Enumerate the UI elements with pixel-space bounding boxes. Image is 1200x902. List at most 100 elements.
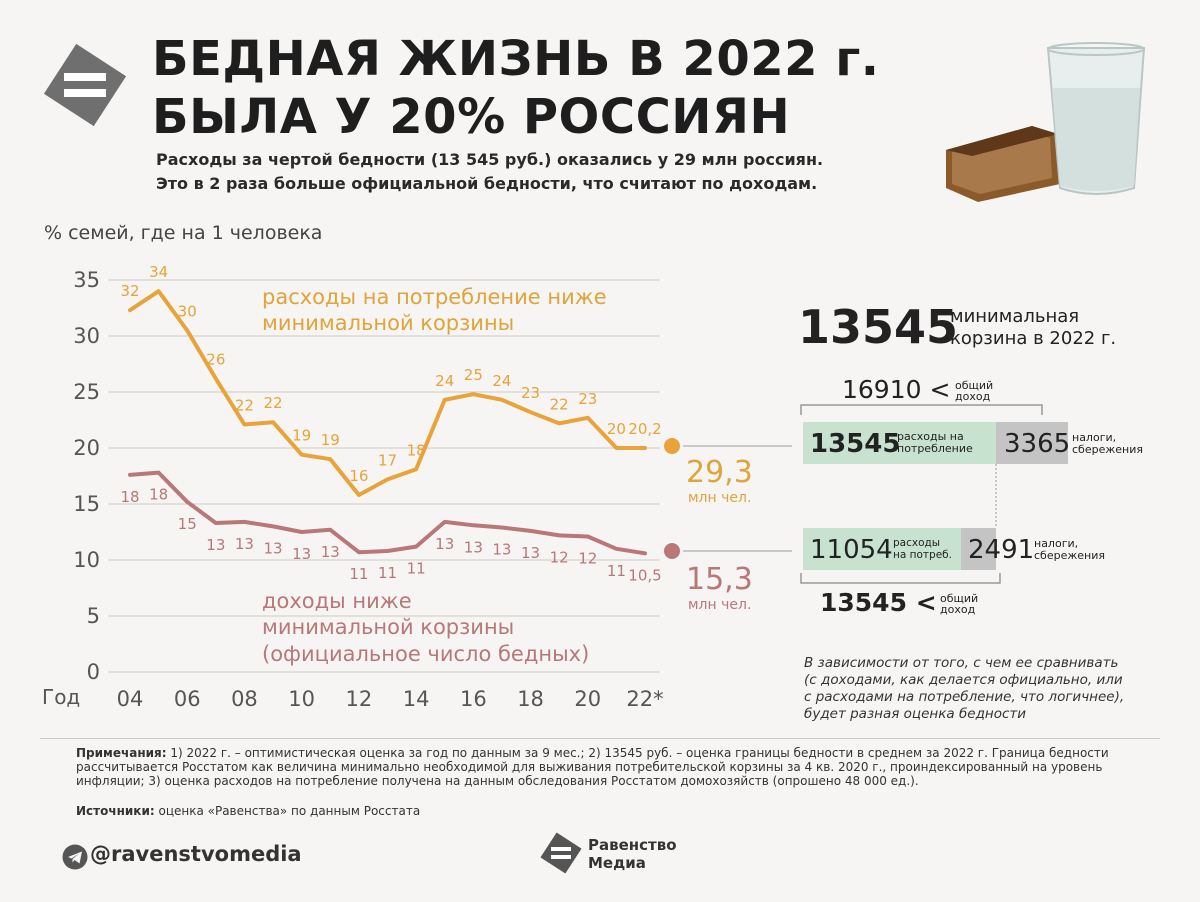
explanation-line-3: с расходами на потребление, что логичнее… bbox=[804, 689, 1125, 705]
data-label: 20 bbox=[607, 420, 626, 438]
x-tick-label: 16 bbox=[460, 687, 487, 711]
data-label: 15 bbox=[178, 515, 197, 533]
x-tick-label: 18 bbox=[517, 687, 544, 711]
data-label: 18 bbox=[407, 441, 426, 459]
x-tick-label: 08 bbox=[231, 687, 258, 711]
data-label: 18 bbox=[120, 488, 139, 506]
basket-caption: минимальная корзина в 2022 г. bbox=[950, 306, 1116, 350]
x-tick-label: 22* bbox=[626, 687, 663, 711]
bottom-total-label: общий доход bbox=[940, 593, 978, 615]
data-label: 13 bbox=[292, 545, 311, 563]
subtitle-line-1: Расходы за чертой бедности (13 545 руб.)… bbox=[156, 150, 824, 169]
social-handle-link[interactable]: @ravenstvomedia bbox=[90, 842, 302, 866]
series-income-name-3: (официальное число бедных) bbox=[262, 642, 589, 666]
y-axis-label: % семей, где на 1 человека bbox=[44, 222, 323, 244]
end-markers bbox=[664, 438, 680, 559]
x-tick-label: 20 bbox=[574, 687, 601, 711]
x-axis-label: Год bbox=[42, 685, 80, 709]
bottom-total-label-2: доход bbox=[940, 603, 976, 616]
sources-text: оценка «Равенства» по данным Росстата bbox=[154, 804, 421, 818]
data-label: 11 bbox=[607, 562, 626, 580]
bottom-bracket bbox=[800, 573, 1001, 584]
basket-value: 13545 bbox=[798, 300, 959, 354]
footnotes: Примечания: 1) 2022 г. – оптимистическая… bbox=[76, 746, 1166, 788]
x-tick-label: 10 bbox=[288, 687, 315, 711]
row1-rest-label-2: сбережения bbox=[1072, 443, 1143, 456]
bread-and-water-illustration bbox=[946, 42, 1146, 202]
consumption-end-unit: млн чел. bbox=[688, 490, 751, 506]
end-marker bbox=[664, 543, 680, 559]
data-label: 13 bbox=[464, 538, 483, 556]
y-tick-label: 20 bbox=[73, 436, 100, 460]
footer-divider bbox=[40, 738, 1160, 739]
y-tick-label: 35 bbox=[73, 268, 100, 292]
x-tick-label: 04 bbox=[117, 687, 144, 711]
data-label: 20,2 bbox=[628, 420, 661, 438]
data-label: 11 bbox=[349, 565, 368, 583]
series-consumption-name-1: расходы на потребление ниже bbox=[262, 285, 607, 309]
data-labels: 32 34 30 26 22 22 19 19 16 17 18 24 25 24 23 22 23 20 20,2… bbox=[120, 263, 661, 584]
x-tick-label: 06 bbox=[174, 687, 201, 711]
page-title: БЕДНАЯ ЖИЗНЬ В 2022 г. БЫЛА У 20% РОССИЯ… bbox=[152, 30, 880, 146]
income-end-value: 15,3 bbox=[686, 562, 753, 597]
data-label: 11 bbox=[378, 564, 397, 582]
explanation-line-4: будет разная оценка бедности bbox=[804, 706, 1027, 722]
title-line-1: БЕДНАЯ ЖИЗНЬ В 2022 г. bbox=[152, 31, 880, 87]
row1-label-2: потребление bbox=[897, 442, 973, 455]
top-total-value: 16910 bbox=[842, 375, 922, 404]
bottom-total-value: 13545 bbox=[820, 588, 907, 617]
rows-connector bbox=[995, 464, 997, 528]
data-label: 30 bbox=[178, 302, 197, 320]
y-tick-label: 15 bbox=[73, 492, 100, 516]
explanation-note: В зависимости от того, с чем ее сравнива… bbox=[804, 655, 1164, 723]
top-total-label: общий доход bbox=[955, 380, 993, 402]
ravenstvo-logo-icon bbox=[43, 43, 127, 127]
basket-caption-line-2: корзина в 2022 г. bbox=[950, 328, 1117, 349]
title-line-2: БЫЛА У 20% РОССИЯН bbox=[152, 89, 791, 145]
data-label: 22 bbox=[235, 396, 254, 414]
row2-label-1: расходы bbox=[893, 537, 941, 549]
y-tick-label: 30 bbox=[73, 324, 100, 348]
sources-label: Источники: bbox=[76, 804, 155, 818]
row2-rest-label-2: сбережения bbox=[1034, 549, 1105, 562]
footnotes-label: Примечания: bbox=[76, 746, 167, 760]
row1-rest-box bbox=[996, 422, 1068, 464]
bottom-total-label-1: общий bbox=[940, 592, 979, 605]
row2-consumption-box bbox=[803, 528, 961, 570]
top-total-label-1: общий bbox=[955, 379, 994, 392]
series-line-income bbox=[128, 470, 647, 556]
y-tick-label: 25 bbox=[73, 380, 100, 404]
data-label: 24 bbox=[492, 372, 511, 390]
explanation-line-1: В зависимости от того, с чем ее сравнива… bbox=[804, 655, 1119, 671]
row2-label-2: на потреб. bbox=[893, 549, 952, 561]
brand-name: Равенство Медиа bbox=[588, 836, 677, 872]
row1-rest-value: 3365 bbox=[1004, 429, 1071, 459]
series-income-name-1: доходы ниже bbox=[262, 589, 412, 613]
data-label: 22 bbox=[550, 395, 569, 413]
data-label: 18 bbox=[149, 486, 168, 504]
data-label: 22 bbox=[264, 394, 283, 412]
series-lines bbox=[128, 289, 647, 556]
series-line-consumption bbox=[128, 289, 647, 497]
bottom-total: 13545 < bbox=[820, 588, 937, 617]
data-label: 13 bbox=[321, 543, 340, 561]
row2-rest-box bbox=[961, 528, 996, 570]
data-label: 23 bbox=[578, 390, 597, 408]
bottom-total-sign: < bbox=[915, 588, 937, 617]
top-bracket bbox=[800, 404, 1043, 415]
series-consumption-name-2: минимальной корзины bbox=[262, 311, 514, 335]
row2-rest-value: 2491 bbox=[968, 535, 1035, 565]
data-label: 13 bbox=[206, 536, 225, 554]
data-label: 10,5 bbox=[628, 566, 661, 584]
row1-label-1: расходы на bbox=[897, 430, 964, 443]
brand-name-line-1: Равенство bbox=[588, 836, 677, 854]
glass-icon bbox=[1046, 42, 1146, 195]
row1-rest-label: налоги, сбережения bbox=[1072, 432, 1143, 456]
basket-caption-line-1: минимальная bbox=[950, 306, 1080, 327]
data-label: 12 bbox=[550, 548, 569, 566]
data-label: 17 bbox=[378, 451, 397, 469]
data-label: 19 bbox=[292, 427, 311, 445]
row1-value: 13545 bbox=[810, 429, 901, 459]
y-tick-label: 5 bbox=[87, 604, 100, 628]
data-label: 12 bbox=[578, 549, 597, 567]
